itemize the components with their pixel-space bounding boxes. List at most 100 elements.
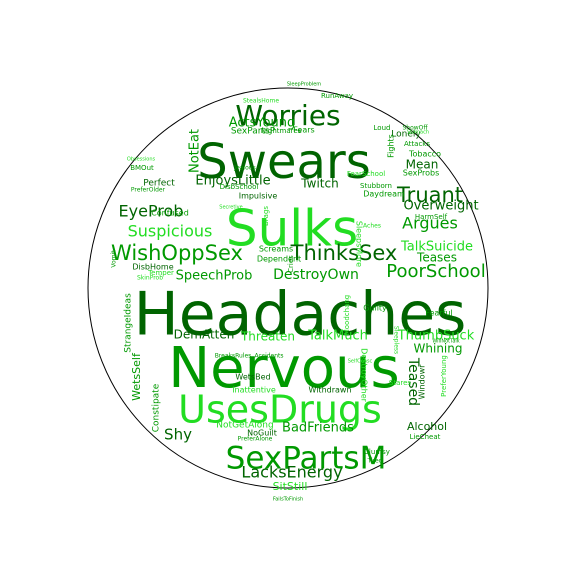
cloud-word: Brags	[262, 206, 270, 226]
cloud-word: EnjoysLittle	[195, 174, 270, 189]
cloud-word: Screams	[259, 245, 293, 254]
cloud-word: Secretive	[219, 205, 242, 211]
cloud-word: NotGetAlong	[216, 421, 273, 431]
cloud-word: Swears	[197, 134, 370, 190]
cloud-word: Tired	[367, 458, 383, 465]
cloud-word: LieCheat	[410, 433, 441, 441]
cloud-word: RunAway	[321, 92, 353, 100]
cloud-word: ActsYoung	[229, 116, 296, 131]
cloud-word: Nightmares	[261, 127, 302, 135]
cloud-word: Teases	[416, 251, 457, 265]
cloud-outline-circle	[87, 87, 489, 489]
cloud-word: Truant	[396, 183, 463, 207]
cloud-word: Alcohol	[407, 420, 447, 433]
cloud-word: Vomit	[111, 250, 118, 268]
cloud-word: SexProbs	[403, 169, 440, 178]
cloud-word: Fights	[387, 134, 396, 158]
cloud-word: Argues	[402, 214, 458, 233]
cloud-word: Cries	[287, 255, 295, 273]
cloud-word: DestroyOther	[360, 348, 369, 403]
cloud-word: PoorSchool	[386, 261, 485, 282]
cloud-word: BadFriends	[282, 421, 354, 436]
cloud-word: Aches	[363, 223, 381, 230]
cloud-word: SleepProblem	[287, 82, 321, 88]
cloud-word: DemAtten	[174, 328, 235, 342]
cloud-word: Moodchang	[343, 295, 351, 336]
cloud-word: UsesDrugs	[178, 388, 382, 432]
cloud-word: Whining	[414, 342, 463, 356]
cloud-word: PreferOlder	[131, 187, 166, 194]
cloud-word: SexPartsP	[231, 127, 276, 137]
cloud-word: PreferAlone	[238, 436, 273, 443]
cloud-word: Overweight	[403, 199, 478, 214]
cloud-word: LacksEnergy	[241, 463, 342, 482]
cloud-word: BreaksRules	[215, 353, 252, 360]
cloud-word: Stubborn	[360, 182, 392, 190]
cloud-word: Jealous	[233, 165, 255, 172]
cloud-word: Attacks	[404, 140, 430, 148]
cloud-word: WillNotTalk	[432, 339, 459, 345]
cloud-word: HarmSelf	[415, 213, 448, 221]
cloud-word: ShowOff	[402, 125, 428, 132]
cloud-word: WetsSelf	[130, 352, 143, 401]
cloud-word: Worries	[235, 99, 340, 132]
cloud-word: Loud	[374, 124, 391, 132]
cloud-word: Daydream	[363, 190, 405, 199]
cloud-word: SkinProb	[137, 275, 163, 282]
cloud-word: TalkMuch	[307, 329, 368, 344]
cloud-word: Inattentive	[232, 386, 276, 395]
cloud-word: DisbHome	[132, 263, 173, 272]
cloud-word: Impulsive	[239, 192, 278, 201]
cloud-word: Dependent	[257, 255, 301, 264]
cloud-word: Stares	[389, 379, 412, 387]
cloud-word: Accidents	[254, 353, 283, 360]
cloud-word: Windowr	[418, 364, 427, 400]
cloud-word: Threaten	[240, 330, 295, 344]
cloud-word: Stomach	[407, 130, 429, 136]
cloud-word: Tobacco	[408, 150, 441, 159]
cloud-word: StealsHome	[243, 98, 279, 105]
cloud-word: Perfect	[143, 179, 175, 189]
cloud-word: Obsessions	[127, 157, 156, 163]
cloud-word: EyeProb	[119, 202, 184, 221]
cloud-word: Nervous	[168, 336, 399, 401]
cloud-word: FailsToFinish	[273, 497, 303, 503]
cloud-word: DisbSchool	[220, 183, 259, 191]
cloud-word: Fearful	[425, 309, 452, 318]
cloud-word: Mean	[406, 158, 439, 172]
cloud-word: Withdrawn	[308, 386, 351, 395]
cloud-word: Confused	[151, 209, 189, 218]
cloud-word: ThinksSex	[290, 241, 398, 265]
cloud-word: WetsBed	[235, 373, 270, 382]
cloud-word: DestroyOwn	[273, 267, 359, 283]
cloud-word: SpeechProb	[176, 269, 253, 284]
cloud-word: BMOut	[130, 164, 154, 172]
cloud-word: Headaches	[134, 280, 467, 350]
cloud-word: NotEat	[188, 129, 203, 173]
cloud-word: NoGuilt	[247, 429, 277, 438]
cloud-word: SelfConsc	[348, 359, 373, 365]
cloud-word: Constipate	[152, 383, 162, 432]
cloud-word: PreferYoung	[440, 355, 448, 397]
cloud-word: SitStill	[273, 480, 308, 493]
cloud-word: FearSchool	[347, 170, 385, 178]
cloud-word: ThumbSuck	[397, 329, 475, 344]
cloud-word: Temper	[147, 269, 174, 277]
cloud-word: Shy	[164, 426, 192, 444]
cloud-word: Fears	[293, 126, 314, 135]
cloud-word: TalkSuicide	[400, 240, 473, 255]
cloud-word: StrangeIdeas	[124, 293, 134, 353]
cloud-word: Sleepless	[393, 326, 400, 354]
cloud-word: SexPartsM	[226, 441, 387, 477]
cloud-word: WishOppSex	[111, 241, 243, 265]
cloud-word: Clumsy	[364, 448, 390, 456]
cloud-word: Suspicious	[128, 222, 213, 241]
cloud-word: Lonely	[391, 130, 421, 140]
cloud-word: SleepsMore	[355, 221, 364, 267]
cloud-word: Teased	[405, 357, 421, 406]
cloud-word: Sulks	[226, 200, 358, 258]
cloud-word: Twitch	[300, 177, 338, 191]
cloud-word: Guilty	[363, 304, 387, 313]
